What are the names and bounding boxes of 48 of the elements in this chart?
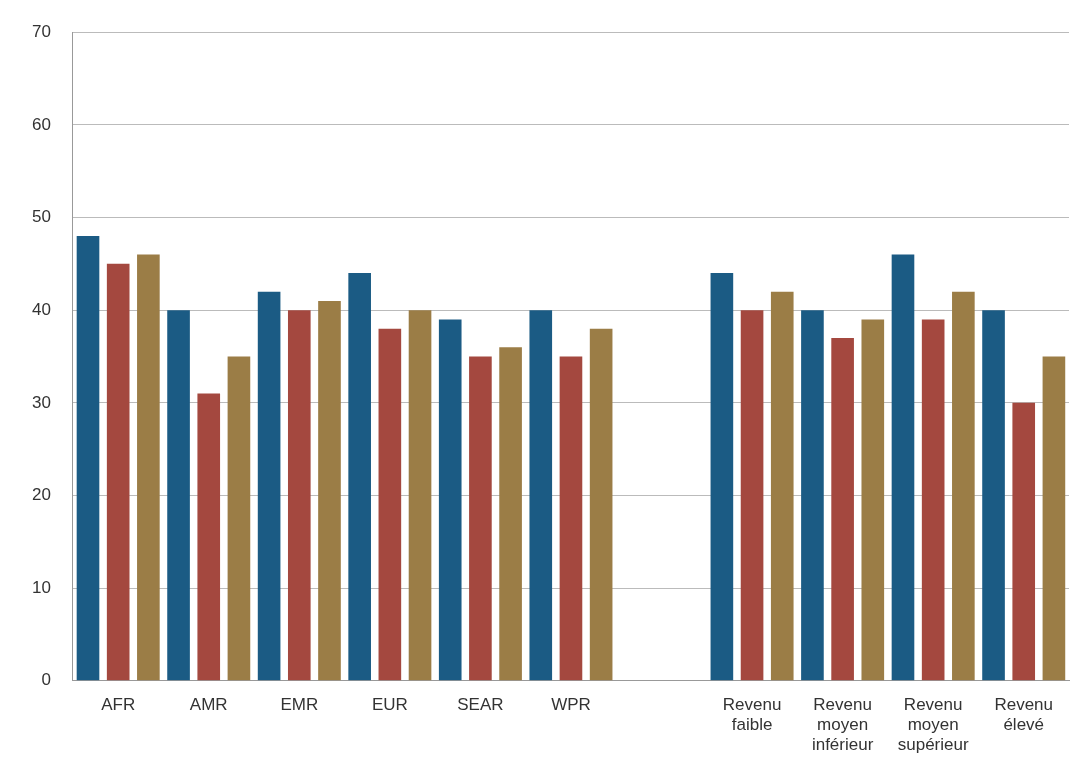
bar [861, 319, 885, 681]
bar [257, 291, 281, 681]
bar [499, 347, 522, 681]
x-tick-label: EMR [280, 694, 319, 714]
bar [197, 393, 221, 681]
x-tick-label: SEAR [457, 694, 504, 714]
bar [287, 310, 311, 681]
bar [348, 273, 371, 681]
bar [801, 310, 824, 681]
bar [227, 356, 251, 681]
bar [469, 356, 492, 681]
bar [408, 310, 432, 681]
y-tick-label: 20 [31, 485, 51, 505]
bar [589, 328, 613, 681]
bar [559, 356, 583, 681]
bar [952, 291, 975, 681]
y-tick-label: 50 [31, 207, 51, 227]
y-tick-label: 0 [41, 670, 51, 690]
bar [76, 236, 100, 681]
bar [167, 310, 190, 681]
y-tick-label: 10 [31, 577, 51, 597]
x-tick-label: WPR [551, 694, 591, 714]
bar [982, 310, 1005, 681]
bar [106, 263, 130, 681]
bar [770, 291, 794, 681]
bar [318, 300, 341, 681]
x-tick-label: Revenu faible [722, 694, 782, 735]
bar [378, 328, 402, 681]
bar [529, 310, 553, 681]
x-tick-label: Revenu moyen supérieur [897, 694, 969, 755]
bar [740, 310, 764, 681]
x-tick-label: AFR [101, 694, 136, 714]
bar [137, 254, 160, 681]
bar [921, 319, 945, 681]
y-tick-label: 30 [31, 392, 51, 412]
y-tick-label: 70 [31, 21, 51, 41]
bar [1042, 356, 1066, 681]
bar [438, 319, 462, 681]
bar [710, 273, 734, 681]
bar [1012, 402, 1036, 681]
y-tick-label: 60 [31, 114, 51, 134]
bar [891, 254, 915, 681]
x-tick-label: Revenu moyen inférieur [811, 694, 874, 755]
x-tick-label: EUR [371, 694, 408, 714]
x-tick-label: Revenu élevé [994, 694, 1054, 735]
x-tick-label: AMR [189, 694, 228, 714]
bar [831, 337, 854, 681]
y-tick-label: 40 [31, 299, 51, 319]
